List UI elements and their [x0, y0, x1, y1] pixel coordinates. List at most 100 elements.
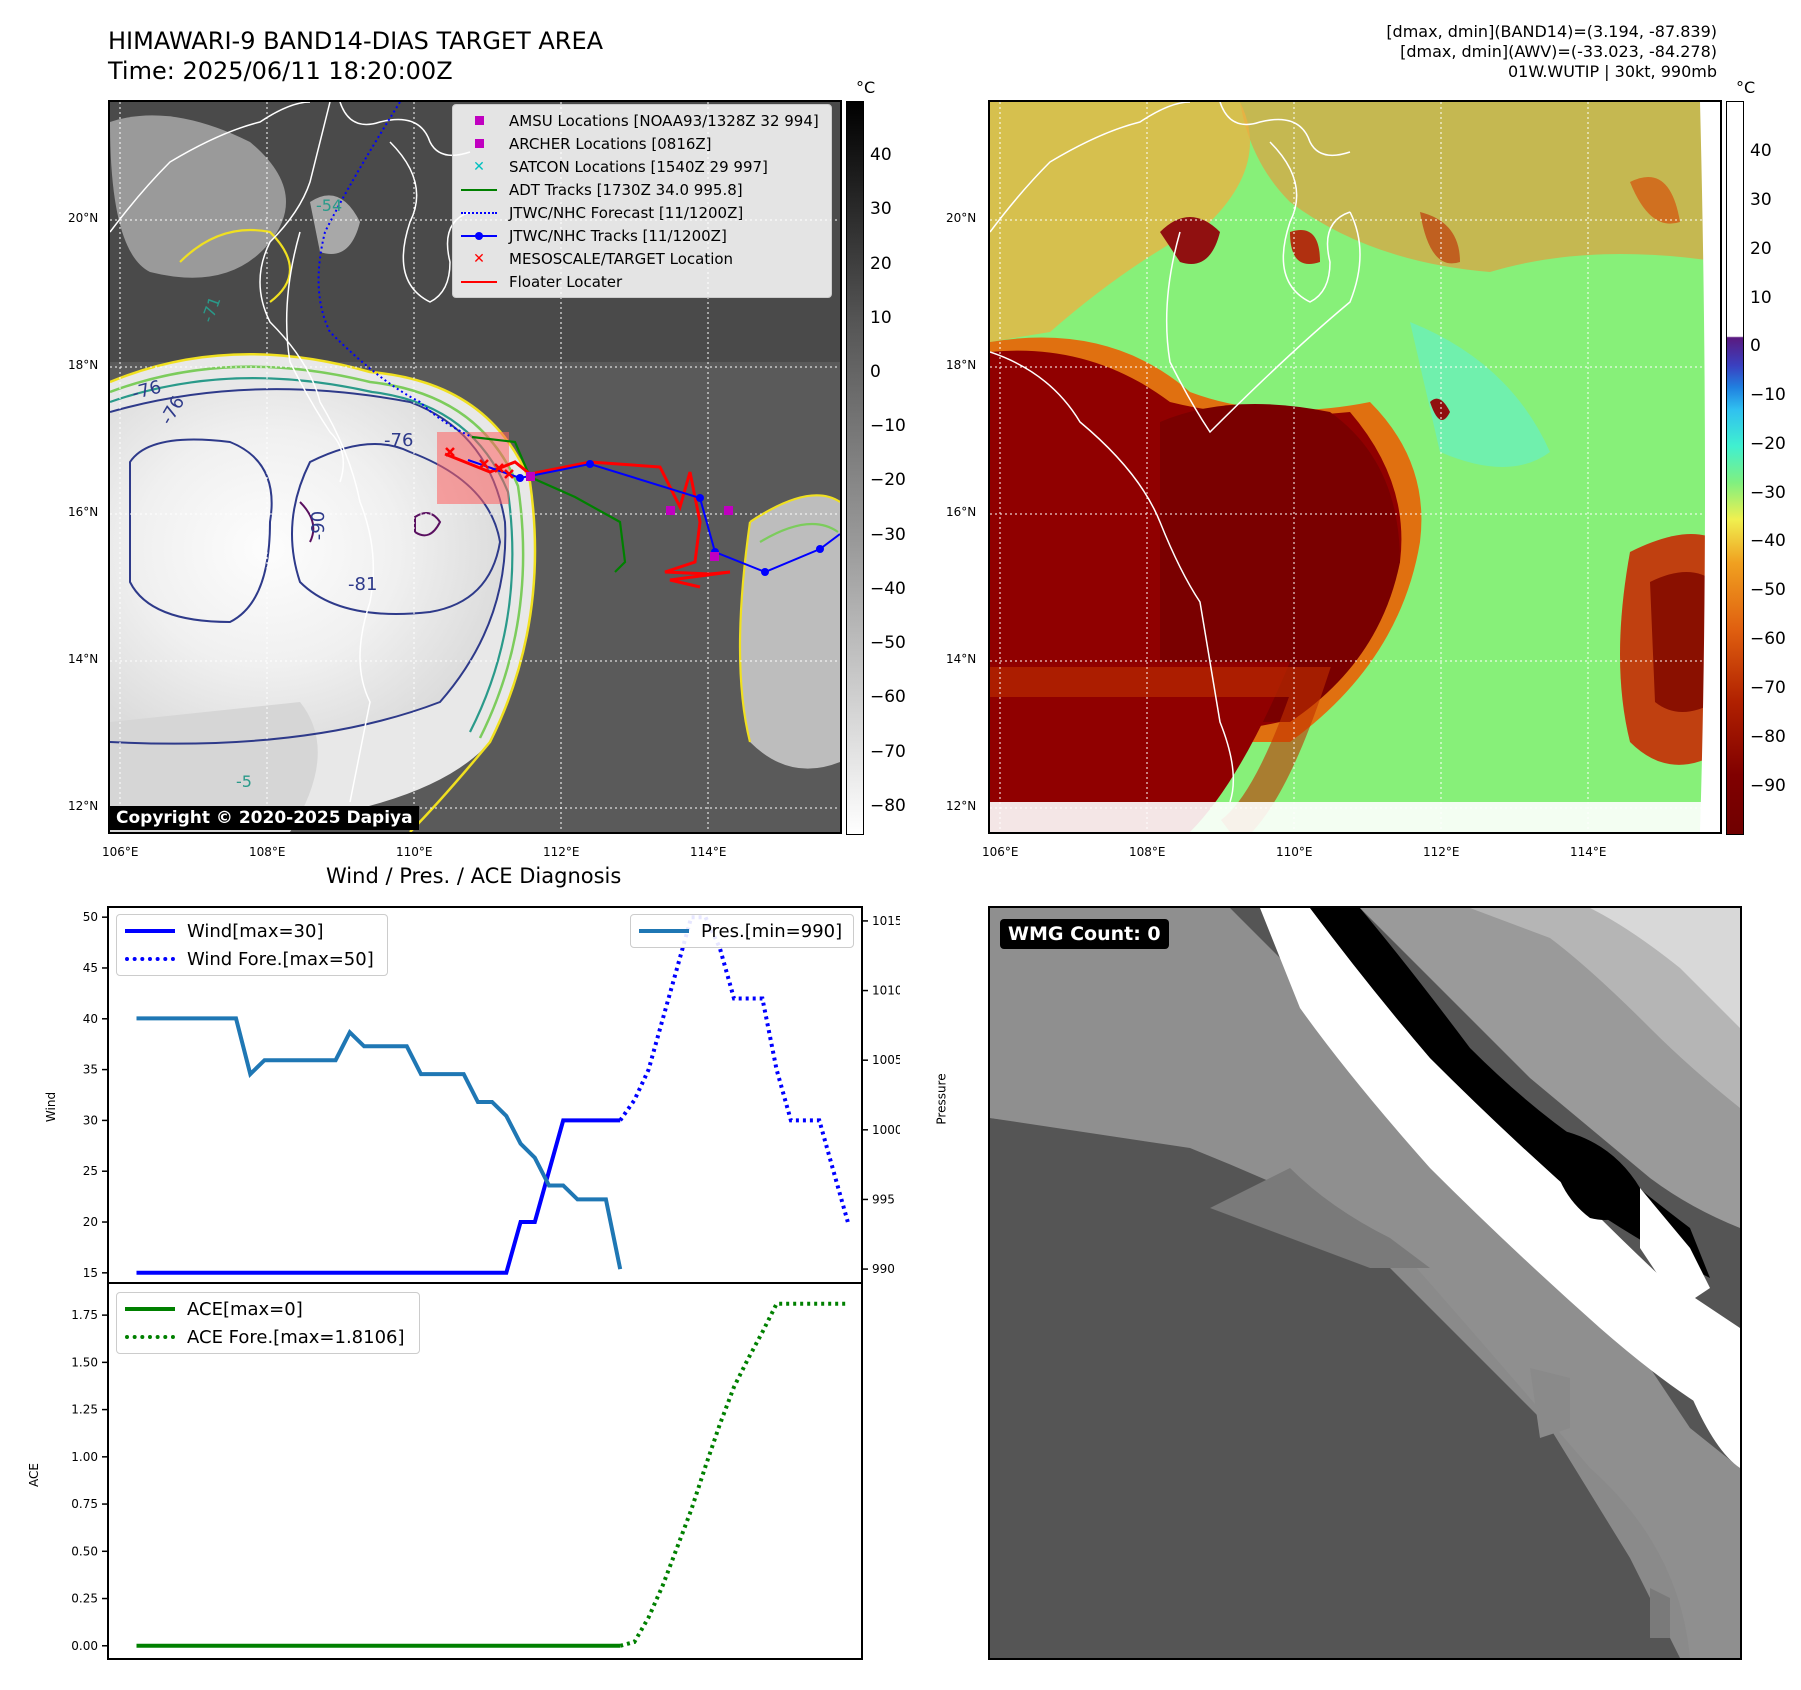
amsu-archer-markers	[526, 472, 733, 561]
tick-label: 0.75	[71, 1497, 98, 1511]
awv-gridlines	[990, 102, 1720, 832]
colorbar-tick: 20	[870, 254, 892, 274]
wmg-image	[990, 908, 1740, 1658]
colorbar-tick: −40	[870, 579, 906, 599]
colorbar-tick: −80	[1750, 727, 1786, 747]
colorbar-tick: −90	[1750, 776, 1786, 796]
tick-label: 0.50	[71, 1544, 98, 1558]
tick-label: 995	[872, 1192, 895, 1206]
lon-label: 112°E	[543, 845, 580, 859]
legend-entry: ACE[max=0]	[117, 1295, 419, 1323]
colorbar-tick: −20	[1750, 434, 1786, 454]
colorbar-tick: −10	[870, 416, 906, 436]
lat-label: 14°N	[946, 652, 977, 666]
pressure-ylabel: Pressure	[934, 1073, 949, 1125]
lon-label: 108°E	[1129, 845, 1166, 859]
ace-plot-layer	[136, 1301, 848, 1648]
wind-plot-layer	[136, 915, 850, 1275]
colorbar-right	[1726, 101, 1744, 835]
tick-label: 1.00	[71, 1450, 98, 1464]
colorbar-tick: 10	[1750, 288, 1772, 308]
tick-label: 1.75	[71, 1308, 98, 1322]
tick-label: 50	[83, 910, 98, 924]
colorbar-tick: −30	[870, 525, 906, 545]
colorbar-tick: 30	[1750, 190, 1772, 210]
tick-label: 25	[83, 1164, 98, 1178]
colorbar-tick: −50	[1750, 580, 1786, 600]
ace-axes-frame	[107, 1282, 863, 1660]
colorbar-left	[846, 101, 864, 835]
legend-entry: Pres.[min=990]	[631, 917, 853, 945]
colorbar-tick: −80	[870, 796, 906, 816]
legend-entry: JTWC/NHC Forecast [11/1200Z]	[453, 201, 831, 224]
colorbar-tick: −70	[870, 742, 906, 762]
wmg-count-badge: WMG Count: 0	[1000, 919, 1169, 949]
colorbar-tick: −50	[870, 633, 906, 653]
series-line	[618, 915, 850, 1223]
lon-label: 114°E	[1570, 845, 1607, 859]
legend-entry: ✕ SATCON Locations [1540Z 29 997]	[473, 157, 768, 176]
lat-label: 14°N	[68, 652, 99, 666]
tick-label: 990	[872, 1262, 895, 1276]
legend-entry: Wind Fore.[max=50]	[117, 945, 387, 973]
pres-plot-layer	[136, 1016, 623, 1270]
lon-label: 108°E	[249, 845, 286, 859]
colorbar-tick: −30	[1750, 483, 1786, 503]
colorbar-left-unit: °C	[856, 78, 876, 97]
lat-label: 16°N	[946, 505, 977, 519]
tick-label: 1010	[872, 984, 900, 998]
figure-title: HIMAWARI-9 BAND14-DIAS TARGET AREA Time:…	[108, 26, 603, 86]
mesoscale-target-markers	[445, 447, 514, 479]
legend-entry: ADT Tracks [1730Z 34.0 995.8]	[453, 178, 831, 201]
tick-label: 30	[83, 1113, 98, 1127]
copyright-label: Copyright © 2020-2025 Dapiya	[110, 806, 419, 830]
colorbar-tick: −60	[870, 687, 906, 707]
tick-label: 1005	[872, 1053, 900, 1067]
tick-label: 1.25	[71, 1403, 98, 1417]
legend-entry: AMSU Locations [NOAA93/1328Z 32 994]	[453, 109, 831, 132]
tick-label: 1015	[872, 914, 900, 928]
info-block: [dmax, dmin](BAND14)=(3.194, -87.839) [d…	[1386, 22, 1717, 82]
tick-label: 1.50	[71, 1355, 98, 1369]
tick-label: 35	[83, 1063, 98, 1077]
wmg-panel	[988, 906, 1742, 1660]
legend-entry: ARCHER Locations [0816Z]	[453, 132, 831, 155]
colorbar-tick: −60	[1750, 629, 1786, 649]
lat-label: 20°N	[68, 211, 99, 225]
lon-label: 112°E	[1423, 845, 1460, 859]
lon-label: 110°E	[396, 845, 433, 859]
map-legend: AMSU Locations [NOAA93/1328Z 32 994] ARC…	[452, 104, 832, 298]
colorbar-tick: 40	[870, 145, 892, 165]
lat-label: 16°N	[68, 505, 99, 519]
legend-entry: ✕ MESOSCALE/TARGET Location	[473, 249, 734, 268]
colorbar-right-unit: °C	[1736, 78, 1756, 97]
title-line-1: HIMAWARI-9 BAND14-DIAS TARGET AREA	[108, 27, 604, 55]
info-line-1: [dmax, dmin](BAND14)=(3.194, -87.839)	[1386, 22, 1717, 41]
contour-label: -76	[384, 430, 414, 451]
tick-label: 1000	[872, 1123, 900, 1137]
wind-legend: Wind[max=30] Wind Fore.[max=50]	[116, 914, 388, 976]
contour-label: -81	[348, 574, 378, 595]
colorbar-tick: 10	[870, 308, 892, 328]
adt-track	[471, 435, 627, 573]
lat-label: 12°N	[946, 799, 977, 813]
info-line-3: 01W.WUTIP | 30kt, 990mb	[1507, 62, 1717, 81]
lon-label: 110°E	[1276, 845, 1313, 859]
lat-label: 18°N	[946, 358, 977, 372]
diag-chart: 50 45 40 35 30 25 20 15 1015 1010 1005 1000 995 990 1.…	[71, 906, 900, 1660]
tick-label: 20	[83, 1215, 98, 1229]
legend-entry: ACE Fore.[max=1.8106]	[117, 1323, 419, 1351]
lat-label: 12°N	[68, 799, 99, 813]
wind-ylabel: Wind	[44, 1091, 59, 1123]
jtwc-track-points	[516, 460, 824, 576]
lat-label: 18°N	[68, 358, 99, 372]
lat-label: 20°N	[946, 211, 977, 225]
lon-label: 114°E	[690, 845, 727, 859]
colorbar-tick: −40	[1750, 531, 1786, 551]
title-line-2: Time: 2025/06/11 18:20:00Z	[108, 57, 453, 85]
series-line	[619, 1301, 848, 1648]
colorbar-tick: 0	[870, 362, 881, 382]
tick-label: 0.00	[71, 1639, 98, 1653]
lon-label: 106°E	[982, 845, 1019, 859]
colorbar-tick: −10	[1750, 385, 1786, 405]
